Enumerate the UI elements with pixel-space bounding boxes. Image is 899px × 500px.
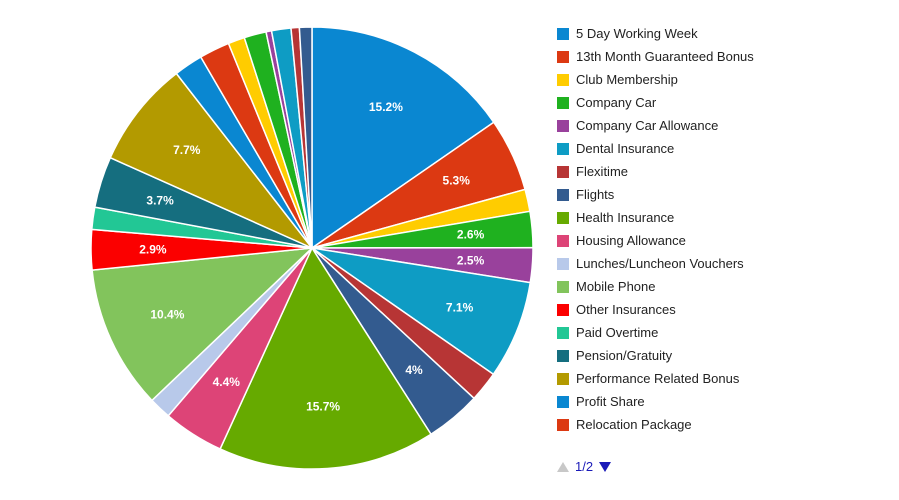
legend-label: Performance Related Bonus xyxy=(576,371,740,386)
legend-swatch xyxy=(557,418,569,431)
slice-label-company-car: 2.6% xyxy=(457,228,485,242)
legend-swatch xyxy=(557,165,569,178)
pie-slice-5-day-working-week[interactable] xyxy=(311,26,495,250)
legend-label: Pension/Gratuity xyxy=(576,348,673,363)
slice-label-5-day-working-week: 15.2% xyxy=(369,100,403,114)
legend-swatch xyxy=(557,349,569,362)
pie-slice-health-insurance[interactable] xyxy=(219,246,433,470)
slice-label-company-car-allowance: 2.5% xyxy=(457,253,485,267)
slice-label-13th-month-guaranteed-bonus: 5.3% xyxy=(443,174,471,188)
legend-swatch xyxy=(557,280,569,293)
legend-label: Flights xyxy=(576,187,615,202)
legend-label: Company Car Allowance xyxy=(576,118,719,133)
pie-slice-mobile-phone[interactable] xyxy=(91,247,315,402)
legend-item-other-insurances[interactable]: Other Insurances xyxy=(557,298,754,321)
triangle-down-icon[interactable] xyxy=(599,461,612,472)
legend-swatch xyxy=(557,96,569,109)
legend-swatch xyxy=(557,27,569,40)
legend-item-mobile-phone[interactable]: Mobile Phone xyxy=(557,275,754,298)
legend-item-flexitime[interactable]: Flexitime xyxy=(557,160,754,183)
legend-label: 5 Day Working Week xyxy=(576,26,698,41)
pager-label: 1/2 xyxy=(575,459,594,474)
legend-swatch xyxy=(557,73,569,86)
legend-swatch xyxy=(557,303,569,316)
legend-item-paid-overtime[interactable]: Paid Overtime xyxy=(557,321,754,344)
legend-swatch xyxy=(557,257,569,270)
legend-item-flights[interactable]: Flights xyxy=(557,183,754,206)
legend-item-club-membership[interactable]: Club Membership xyxy=(557,68,754,91)
legend: 5 Day Working Week 13th Month Guaranteed … xyxy=(557,22,754,436)
legend-swatch xyxy=(557,211,569,224)
pie-slice-other-23[interactable] xyxy=(298,26,313,249)
legend-label: Paid Overtime xyxy=(576,325,659,340)
legend-label: Housing Allowance xyxy=(576,233,686,248)
legend-item-profit-share[interactable]: Profit Share xyxy=(557,390,754,413)
legend-swatch xyxy=(557,326,569,339)
legend-label: Lunches/Luncheon Vouchers xyxy=(576,256,744,271)
slice-label-other-insurances: 2.9% xyxy=(139,242,167,256)
legend-item-company-car[interactable]: Company Car xyxy=(557,91,754,114)
legend-pager: 1/2 xyxy=(557,459,612,474)
legend-swatch xyxy=(557,119,569,132)
legend-item-5-day-working-week[interactable]: 5 Day Working Week xyxy=(557,22,754,45)
slice-label-mobile-phone: 10.4% xyxy=(150,307,184,321)
legend-swatch xyxy=(557,142,569,155)
legend-swatch xyxy=(557,395,569,408)
legend-item-relocation-package[interactable]: Relocation Package xyxy=(557,413,754,436)
legend-label: 13th Month Guaranteed Bonus xyxy=(576,49,754,64)
legend-item-lunches-luncheon-vouchers[interactable]: Lunches/Luncheon Vouchers xyxy=(557,252,754,275)
slice-label-pension-gratuity: 3.7% xyxy=(146,194,174,208)
legend-item-13th-month-guaranteed-bonus[interactable]: 13th Month Guaranteed Bonus xyxy=(557,45,754,68)
legend-label: Flexitime xyxy=(576,164,629,179)
slice-label-dental-insurance: 7.1% xyxy=(446,300,474,314)
pie-slice-dental-insurance[interactable] xyxy=(311,247,532,376)
slice-label-performance-related-bonus: 7.7% xyxy=(173,143,201,157)
legend-label: Profit Share xyxy=(576,394,645,409)
triangle-up-icon xyxy=(557,461,569,472)
legend-item-housing-allowance[interactable]: Housing Allowance xyxy=(557,229,754,252)
legend-label: Mobile Phone xyxy=(576,279,656,294)
legend-label: Company Car xyxy=(576,95,657,110)
legend-item-performance-related-bonus[interactable]: Performance Related Bonus xyxy=(557,367,754,390)
slice-label-health-insurance: 15.7% xyxy=(306,400,340,414)
legend-item-company-car-allowance[interactable]: Company Car Allowance xyxy=(557,114,754,137)
pie-slice-performance-related-bonus[interactable] xyxy=(109,72,313,249)
legend-swatch xyxy=(557,234,569,247)
slice-label-housing-allowance: 4.4% xyxy=(213,375,241,389)
legend-swatch xyxy=(557,50,569,63)
legend-swatch xyxy=(557,188,569,201)
legend-item-pension-gratuity[interactable]: Pension/Gratuity xyxy=(557,344,754,367)
legend-label: Health Insurance xyxy=(576,210,675,225)
legend-swatch xyxy=(557,372,569,385)
legend-label: Other Insurances xyxy=(576,302,676,317)
legend-label: Relocation Package xyxy=(576,417,692,432)
slice-label-flights: 4% xyxy=(405,363,423,377)
legend-label: Club Membership xyxy=(576,72,678,87)
legend-item-health-insurance[interactable]: Health Insurance xyxy=(557,206,754,229)
legend-label: Dental Insurance xyxy=(576,141,675,156)
legend-item-dental-insurance[interactable]: Dental Insurance xyxy=(557,137,754,160)
